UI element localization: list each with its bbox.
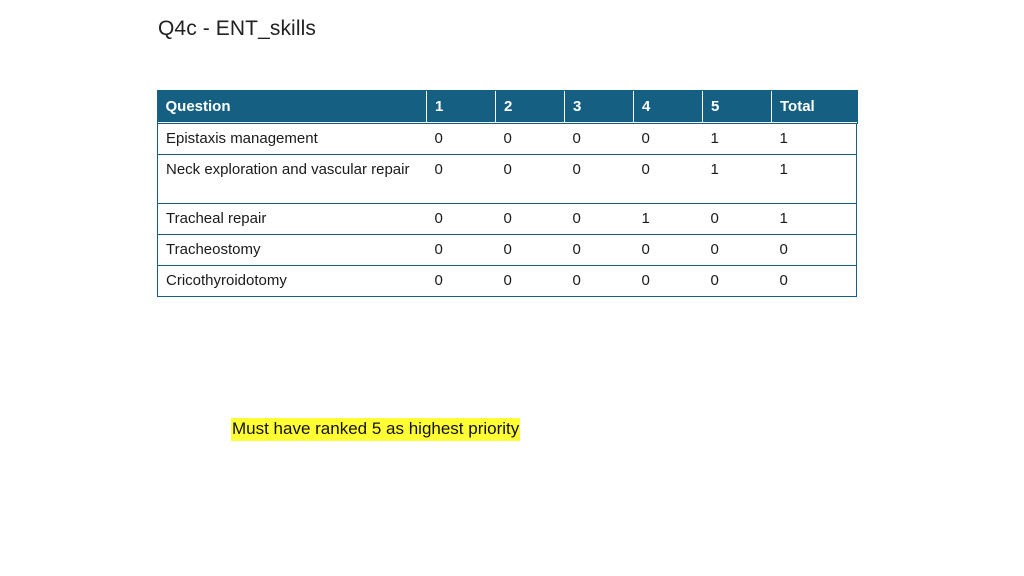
cell-rank-1: 0 xyxy=(426,154,496,204)
cell-rank-2: 0 xyxy=(495,123,565,155)
cell-rank-3: 0 xyxy=(564,265,634,297)
cell-rank-4: 0 xyxy=(633,123,703,155)
cell-rank-4: 0 xyxy=(633,265,703,297)
cell-rank-4: 0 xyxy=(633,154,703,204)
cell-rank-5: 0 xyxy=(702,234,772,266)
cell-rank-1: 0 xyxy=(426,203,496,235)
header-question: Question xyxy=(157,91,427,124)
header-rank-1: 1 xyxy=(426,91,496,124)
cell-question: Tracheostomy xyxy=(157,234,427,266)
cell-question: Epistaxis management xyxy=(157,123,427,155)
cell-rank-4: 1 xyxy=(633,203,703,235)
cell-rank-3: 0 xyxy=(564,123,634,155)
highlighted-note: Must have ranked 5 as highest priority xyxy=(231,418,521,441)
cell-rank-1: 0 xyxy=(426,234,496,266)
cell-question: Cricothyroidotomy xyxy=(157,265,427,297)
header-total: Total xyxy=(771,91,857,124)
cell-rank-1: 0 xyxy=(426,123,496,155)
header-rank-5: 5 xyxy=(702,91,772,124)
table-row: Tracheostomy 0 0 0 0 0 0 xyxy=(157,234,857,266)
cell-rank-2: 0 xyxy=(495,265,565,297)
cell-total: 1 xyxy=(771,123,857,155)
table-row: Epistaxis management 0 0 0 0 1 1 xyxy=(157,123,857,155)
cell-total: 1 xyxy=(771,154,857,204)
cell-rank-4: 0 xyxy=(633,234,703,266)
cell-total: 1 xyxy=(771,203,857,235)
slide-title: Q4c - ENT_skills xyxy=(158,17,316,40)
header-rank-4: 4 xyxy=(633,91,703,124)
cell-rank-5: 0 xyxy=(702,265,772,297)
cell-question: Neck exploration and vascular repair xyxy=(157,154,427,204)
header-rank-3: 3 xyxy=(564,91,634,124)
header-rank-2: 2 xyxy=(495,91,565,124)
table-row: Tracheal repair 0 0 0 1 0 1 xyxy=(157,203,857,235)
cell-rank-5: 0 xyxy=(702,203,772,235)
cell-rank-3: 0 xyxy=(564,154,634,204)
cell-rank-5: 1 xyxy=(702,123,772,155)
cell-rank-3: 0 xyxy=(564,203,634,235)
cell-total: 0 xyxy=(771,234,857,266)
skills-table: Question 1 2 3 4 5 Total Epistaxis manag… xyxy=(156,90,858,297)
cell-question: Tracheal repair xyxy=(157,203,427,235)
table-row: Cricothyroidotomy 0 0 0 0 0 0 xyxy=(157,265,857,297)
cell-rank-5: 1 xyxy=(702,154,772,204)
cell-rank-2: 0 xyxy=(495,154,565,204)
cell-rank-2: 0 xyxy=(495,234,565,266)
cell-rank-2: 0 xyxy=(495,203,565,235)
cell-total: 0 xyxy=(771,265,857,297)
table-row: Neck exploration and vascular repair 0 0… xyxy=(157,154,857,204)
cell-rank-1: 0 xyxy=(426,265,496,297)
table-header-row: Question 1 2 3 4 5 Total xyxy=(156,90,858,124)
cell-rank-3: 0 xyxy=(564,234,634,266)
